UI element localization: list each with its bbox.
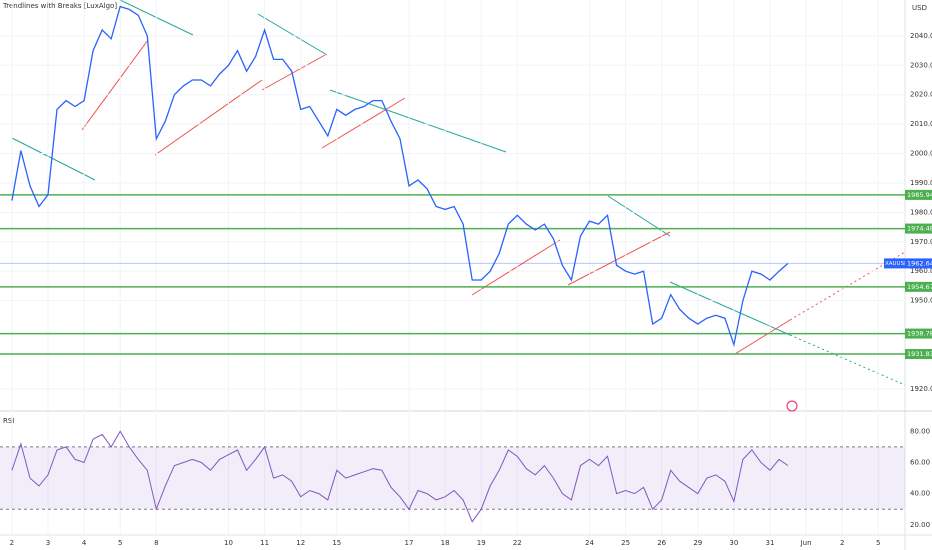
rsi-line [11,430,789,523]
price-tag [905,258,932,269]
symbol-tag [884,258,905,269]
price-line [11,5,789,348]
x-tick-label: 12 [296,539,305,547]
trendline-ext [789,334,906,386]
x-tick-label: Jun [800,539,812,547]
trendline [154,79,263,156]
level-label: 1938.78 [907,330,932,338]
price-label: 1962.64 [907,259,932,267]
rsi-tick-label: 40.00 [910,490,930,498]
trendline [321,97,406,149]
y-tick-label: 2000.00 [910,150,932,158]
x-tick-label: 5 [118,539,122,547]
x-tick-label: 8 [154,539,158,547]
currency: USD [912,4,927,12]
rsi-tick-label: 60.00 [910,458,930,466]
rsi-tick-label: 80.00 [910,427,930,435]
level-label: 1931.83 [907,350,932,358]
x-tick-label: 18 [441,539,450,547]
trendline [261,54,326,91]
trendline [329,89,507,153]
y-tick-label: 1970.00 [910,238,932,246]
x-tick-label: 4 [82,539,87,547]
trendline [567,231,671,286]
trendline [734,319,791,355]
level-tag [905,223,932,234]
x-tick-label: 2 [840,539,844,547]
x-tick-label: 17 [405,539,414,547]
level-label: 1974.48 [907,225,932,233]
y-tick-label: 1920.00 [910,385,932,393]
trendline [81,39,149,131]
x-tick-label: 24 [585,539,594,547]
rsi-band [0,446,905,510]
x-tick-label: 25 [621,539,630,547]
y-tick-label: 1960.00 [910,267,932,275]
x-tick-label: 15 [332,539,341,547]
trendlines [11,0,906,386]
y-tick-label: 1950.00 [910,297,932,305]
y-tick-label: 1980.00 [910,208,932,216]
trendline [471,239,561,296]
x-tick-label: 22 [513,539,522,547]
x-tick-label: 11 [260,539,269,547]
x-tick-label: 31 [766,539,775,547]
level-tag [905,349,932,360]
x-tick-label: 30 [729,539,738,547]
event-icon[interactable] [786,400,798,412]
level-tag [905,281,932,292]
x-tick-label: 10 [224,539,233,547]
y-tick-label: 2040.00 [910,32,932,40]
indicator-title: Trendlines with Breaks [LuxAlgo] [2,2,117,10]
level-tag [905,189,932,200]
x-tick-label: 5 [876,539,880,547]
rsi-tick-label: 20.00 [910,521,930,529]
y-tick-label: 2030.00 [910,61,932,69]
rsi-title: RSI [3,417,14,425]
level-tag [905,328,932,339]
symbol-label: XAUUSD [885,261,908,267]
x-tick-label: 2 [10,539,14,547]
x-tick-label: 26 [657,539,666,547]
x-tick-label: 29 [693,539,702,547]
trendline [257,13,328,56]
level-label: 1985.94 [907,191,932,199]
y-tick-label: 2010.00 [910,120,932,128]
level-label: 1954.67 [907,283,932,291]
x-tick-label: 3 [46,539,50,547]
trendline [11,137,96,181]
x-tick-label: 19 [477,539,486,547]
y-tick-label: 2020.00 [910,91,932,99]
y-tick-label: 1990.00 [910,179,932,187]
